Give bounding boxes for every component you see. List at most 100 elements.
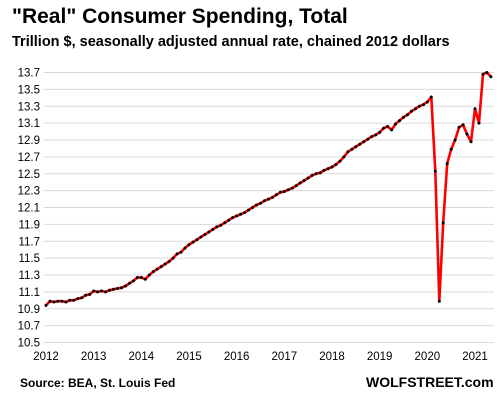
gridlines	[44, 72, 494, 343]
brand-label: WOLFSTREET.com	[366, 374, 494, 390]
data-point	[294, 184, 298, 188]
y-tick-label: 10.5	[18, 338, 40, 350]
data-point	[135, 276, 139, 279]
data-point	[131, 279, 135, 283]
data-point	[80, 296, 84, 300]
data-point	[338, 159, 342, 163]
data-point	[48, 299, 52, 303]
data-point	[255, 203, 258, 207]
series-line	[44, 71, 493, 307]
data-point	[286, 188, 290, 192]
data-point	[243, 211, 247, 215]
data-point	[112, 287, 115, 291]
data-point	[171, 256, 175, 260]
data-point	[175, 252, 179, 256]
data-point	[445, 162, 449, 166]
y-tick-label: 10.7	[18, 321, 40, 333]
data-point	[88, 292, 92, 296]
data-point	[139, 276, 143, 279]
y-tick-label: 11.5	[18, 253, 40, 265]
data-point	[278, 190, 282, 194]
data-point	[263, 199, 266, 203]
data-point	[215, 225, 219, 229]
data-point	[342, 155, 346, 159]
data-point	[163, 262, 167, 266]
data-point	[429, 95, 433, 99]
data-point	[469, 140, 473, 144]
data-point	[398, 119, 401, 123]
y-tick-label: 12.1	[18, 203, 40, 215]
y-tick-label: 10.9	[18, 304, 40, 316]
data-point	[394, 122, 397, 126]
data-point	[159, 265, 163, 269]
data-point	[461, 123, 465, 127]
data-point	[386, 125, 390, 128]
data-point	[298, 181, 302, 185]
data-point	[96, 290, 100, 294]
data-point	[390, 128, 394, 132]
x-tick-label: 2013	[81, 351, 107, 363]
data-point	[167, 260, 171, 263]
y-axis-tick-labels: 13.7 13.5 13.3 13.1 12.9 12.7 12.5 12.3 12.1 11.9…	[18, 68, 40, 350]
data-point	[267, 197, 270, 201]
data-point	[473, 107, 477, 111]
data-point	[92, 289, 96, 293]
y-tick-label: 11.3	[18, 270, 40, 282]
data-point	[127, 281, 131, 285]
data-point	[199, 235, 203, 239]
data-point	[195, 238, 199, 242]
data-point	[60, 299, 64, 303]
y-tick-label: 13.3	[18, 101, 40, 113]
data-point	[318, 171, 322, 175]
data-point	[378, 130, 382, 134]
data-point	[421, 103, 425, 107]
data-point	[346, 150, 350, 154]
x-tick-label: 2017	[272, 351, 298, 363]
y-tick-label: 12.7	[18, 152, 40, 164]
data-point	[84, 293, 88, 297]
y-tick-label: 12.5	[18, 169, 40, 181]
data-point	[64, 300, 68, 304]
data-point	[413, 107, 417, 111]
data-point	[354, 145, 358, 149]
source-note: Source: BEA, St. Louis Fed	[20, 376, 176, 390]
data-point	[350, 147, 354, 151]
data-point	[334, 163, 338, 166]
data-point	[330, 165, 334, 169]
series-consumer-spending	[44, 71, 493, 307]
data-point	[155, 267, 159, 271]
data-point	[453, 138, 457, 142]
x-tick-label: 2015	[176, 351, 202, 363]
data-point	[441, 221, 445, 225]
x-axis-tick-labels: 2012 2013 2014 2015 2016 2017 2018 2019 2020 2021	[33, 351, 488, 363]
data-point	[247, 208, 251, 212]
data-point	[374, 133, 378, 137]
data-point	[203, 233, 207, 236]
data-point	[72, 298, 76, 302]
data-point	[231, 216, 235, 220]
data-point	[56, 299, 60, 303]
data-point	[402, 115, 405, 119]
data-point	[302, 179, 306, 182]
data-point	[259, 201, 262, 205]
data-point	[270, 195, 274, 199]
data-point	[104, 290, 108, 294]
y-tick-label: 11.9	[18, 219, 40, 231]
data-point	[449, 147, 453, 151]
y-tick-label: 13.5	[18, 84, 40, 96]
y-tick-label: 12.9	[18, 135, 40, 147]
data-point	[410, 109, 413, 113]
data-point	[235, 214, 239, 218]
data-point	[282, 190, 286, 193]
data-point	[223, 221, 227, 225]
data-point	[465, 132, 469, 136]
data-point	[44, 303, 48, 307]
x-tick-label: 2018	[319, 351, 345, 363]
data-point	[239, 212, 243, 216]
data-point	[382, 126, 386, 130]
data-point	[477, 121, 481, 125]
data-point	[120, 286, 123, 290]
data-point	[326, 167, 330, 171]
y-tick-label: 11.7	[18, 236, 40, 248]
